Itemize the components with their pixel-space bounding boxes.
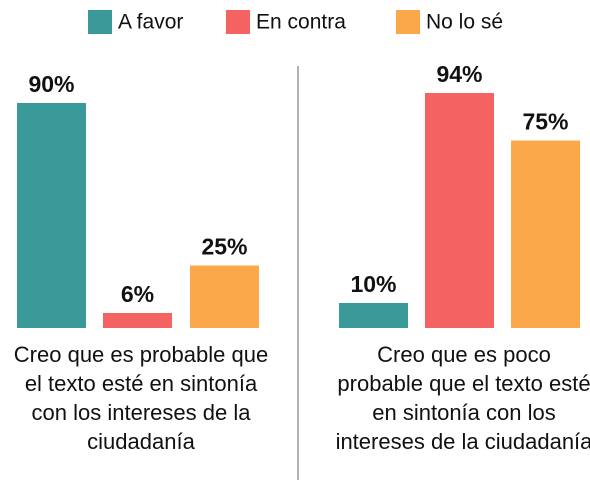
- bar: [190, 265, 259, 328]
- bar: [17, 103, 86, 328]
- category-label: Creo que es probable que el texto esté e…: [13, 342, 269, 454]
- value-label: 90%: [28, 71, 74, 97]
- value-label: 25%: [201, 234, 247, 260]
- value-label: 94%: [436, 61, 482, 87]
- legend-swatch: [396, 10, 420, 34]
- legend-swatch: [226, 10, 250, 34]
- bar: [511, 140, 580, 328]
- bar: [339, 303, 408, 328]
- legend-swatch: [88, 10, 112, 34]
- legend-label: No lo sé: [426, 11, 503, 34]
- value-label: 75%: [522, 109, 568, 135]
- value-label: 6%: [121, 281, 154, 307]
- bar: [103, 313, 172, 328]
- bar: [425, 93, 494, 328]
- legend-label: En contra: [256, 11, 346, 34]
- legend-label: A favor: [118, 11, 183, 34]
- category-label: Creo que es poco probable que el texto e…: [335, 342, 590, 454]
- value-label: 10%: [350, 271, 396, 297]
